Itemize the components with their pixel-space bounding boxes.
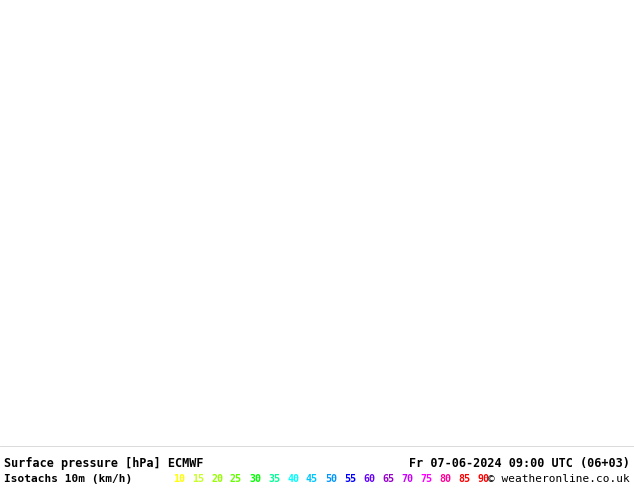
Text: 65: 65 bbox=[382, 474, 394, 484]
Text: 25: 25 bbox=[230, 474, 242, 484]
Text: 35: 35 bbox=[268, 474, 280, 484]
Text: Surface pressure [hPa] ECMWF: Surface pressure [hPa] ECMWF bbox=[4, 457, 204, 470]
Text: 50: 50 bbox=[325, 474, 337, 484]
Text: Isotachs 10m (km/h): Isotachs 10m (km/h) bbox=[4, 474, 133, 484]
Text: 60: 60 bbox=[363, 474, 375, 484]
Text: 15: 15 bbox=[192, 474, 204, 484]
Text: 80: 80 bbox=[439, 474, 451, 484]
Text: 20: 20 bbox=[211, 474, 223, 484]
Text: 90: 90 bbox=[477, 474, 489, 484]
Text: 75: 75 bbox=[420, 474, 432, 484]
Text: © weatheronline.co.uk: © weatheronline.co.uk bbox=[488, 474, 630, 484]
Text: 45: 45 bbox=[306, 474, 318, 484]
Text: 70: 70 bbox=[401, 474, 413, 484]
Text: 40: 40 bbox=[287, 474, 299, 484]
Text: 30: 30 bbox=[249, 474, 261, 484]
Text: 10: 10 bbox=[173, 474, 185, 484]
Text: 55: 55 bbox=[344, 474, 356, 484]
Text: 85: 85 bbox=[458, 474, 470, 484]
Text: Fr 07-06-2024 09:00 UTC (06+03): Fr 07-06-2024 09:00 UTC (06+03) bbox=[409, 457, 630, 470]
